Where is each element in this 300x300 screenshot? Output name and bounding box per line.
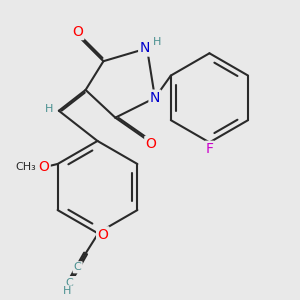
Text: O: O <box>72 25 83 39</box>
Text: N: N <box>150 91 160 105</box>
Text: N: N <box>140 41 150 55</box>
Text: H: H <box>45 104 53 114</box>
Text: C: C <box>74 262 82 272</box>
Text: O: O <box>39 160 50 174</box>
Text: O: O <box>146 137 156 151</box>
Text: H: H <box>153 38 162 47</box>
Text: OCH₃: OCH₃ <box>14 162 43 172</box>
Text: H: H <box>63 286 71 296</box>
Text: O: O <box>98 228 108 242</box>
Text: CH₃: CH₃ <box>15 162 36 172</box>
Text: F: F <box>206 142 213 156</box>
Text: C: C <box>65 278 73 288</box>
